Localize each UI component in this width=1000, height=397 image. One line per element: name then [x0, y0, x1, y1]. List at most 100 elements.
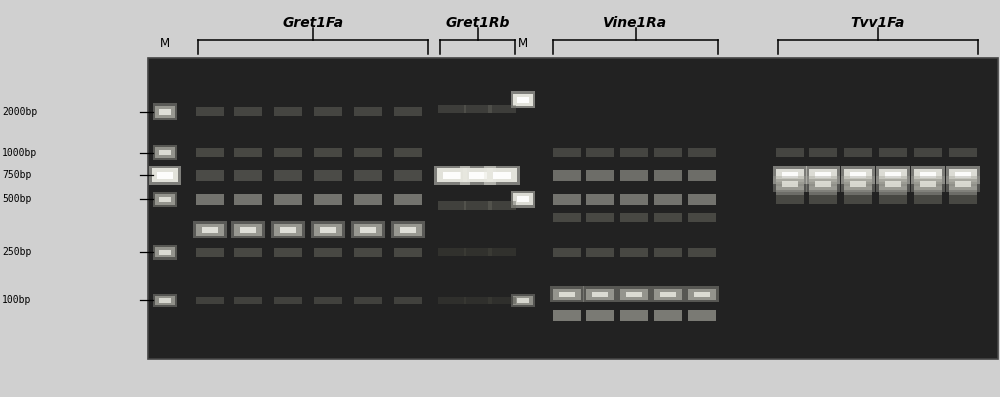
Bar — [620, 289, 648, 300]
Bar — [809, 148, 837, 157]
Bar — [434, 166, 470, 185]
Bar — [196, 107, 224, 116]
Text: M: M — [160, 37, 170, 50]
Bar — [159, 109, 171, 115]
Bar — [553, 248, 581, 257]
Bar — [438, 297, 466, 304]
Text: 500bp: 500bp — [2, 195, 31, 204]
Bar — [157, 172, 173, 179]
Bar — [234, 107, 262, 116]
Bar — [196, 194, 224, 205]
Bar — [850, 172, 866, 178]
Bar — [879, 179, 907, 190]
Bar — [920, 172, 936, 178]
Bar — [159, 197, 171, 202]
Bar — [879, 169, 907, 181]
Bar — [920, 181, 936, 187]
Bar — [488, 249, 516, 256]
Bar — [274, 297, 302, 304]
Bar — [271, 221, 305, 238]
Bar — [955, 172, 971, 178]
Bar — [274, 194, 302, 205]
Bar — [946, 176, 980, 192]
Bar — [153, 145, 177, 160]
Bar — [844, 186, 872, 195]
Bar — [484, 166, 520, 185]
Bar — [400, 227, 416, 233]
Bar — [553, 170, 581, 181]
Bar — [688, 148, 716, 157]
Bar — [586, 248, 614, 257]
Bar — [438, 105, 466, 113]
Bar — [844, 169, 872, 181]
Bar — [809, 169, 837, 181]
Bar — [234, 148, 262, 157]
Bar — [806, 176, 840, 192]
Bar — [776, 169, 804, 181]
Bar — [234, 194, 262, 205]
Bar — [841, 176, 875, 192]
Bar — [274, 148, 302, 157]
Bar — [354, 107, 382, 116]
Bar — [586, 148, 614, 157]
Bar — [394, 148, 422, 157]
Bar — [153, 104, 177, 120]
Bar — [620, 248, 648, 257]
Bar — [651, 286, 685, 303]
Bar — [354, 248, 382, 257]
Bar — [354, 194, 382, 205]
Bar — [586, 194, 614, 205]
Bar — [464, 105, 492, 113]
Bar — [914, 179, 942, 190]
Bar — [620, 194, 648, 205]
Bar — [438, 201, 466, 210]
Bar — [914, 186, 942, 195]
Bar — [391, 221, 425, 238]
Bar — [196, 148, 224, 157]
Bar — [202, 227, 218, 233]
Bar — [311, 221, 345, 238]
Bar — [660, 291, 676, 297]
Bar — [586, 213, 614, 222]
Bar — [437, 168, 467, 182]
Bar — [844, 179, 872, 190]
Bar — [586, 310, 614, 321]
Bar — [550, 286, 584, 303]
Bar — [654, 289, 682, 300]
Bar — [153, 245, 177, 260]
Bar — [460, 166, 496, 185]
Bar — [354, 170, 382, 181]
Bar — [876, 166, 910, 184]
Bar — [782, 181, 798, 187]
Bar — [654, 248, 682, 257]
Bar — [949, 148, 977, 157]
Bar — [688, 248, 716, 257]
Bar — [688, 170, 716, 181]
Bar — [314, 297, 342, 304]
Bar — [809, 195, 837, 204]
Bar — [553, 213, 581, 222]
Bar — [488, 201, 516, 210]
Bar — [155, 247, 175, 258]
Bar — [394, 107, 422, 116]
Bar — [314, 194, 342, 205]
Bar — [155, 147, 175, 158]
Bar — [155, 296, 175, 305]
Bar — [196, 297, 224, 304]
Bar — [149, 166, 181, 185]
Bar — [914, 169, 942, 181]
Bar — [153, 294, 177, 307]
Text: Vine1Ra: Vine1Ra — [603, 16, 668, 30]
Text: M: M — [518, 37, 528, 50]
Bar — [688, 194, 716, 205]
Bar — [776, 179, 804, 190]
Bar — [685, 286, 719, 303]
Bar — [617, 286, 651, 303]
Bar — [196, 224, 224, 235]
Text: Gret1Fa: Gret1Fa — [282, 16, 344, 30]
Bar — [240, 227, 256, 233]
Bar — [354, 224, 382, 235]
Bar — [159, 298, 171, 303]
Bar — [394, 170, 422, 181]
Bar — [517, 97, 529, 103]
